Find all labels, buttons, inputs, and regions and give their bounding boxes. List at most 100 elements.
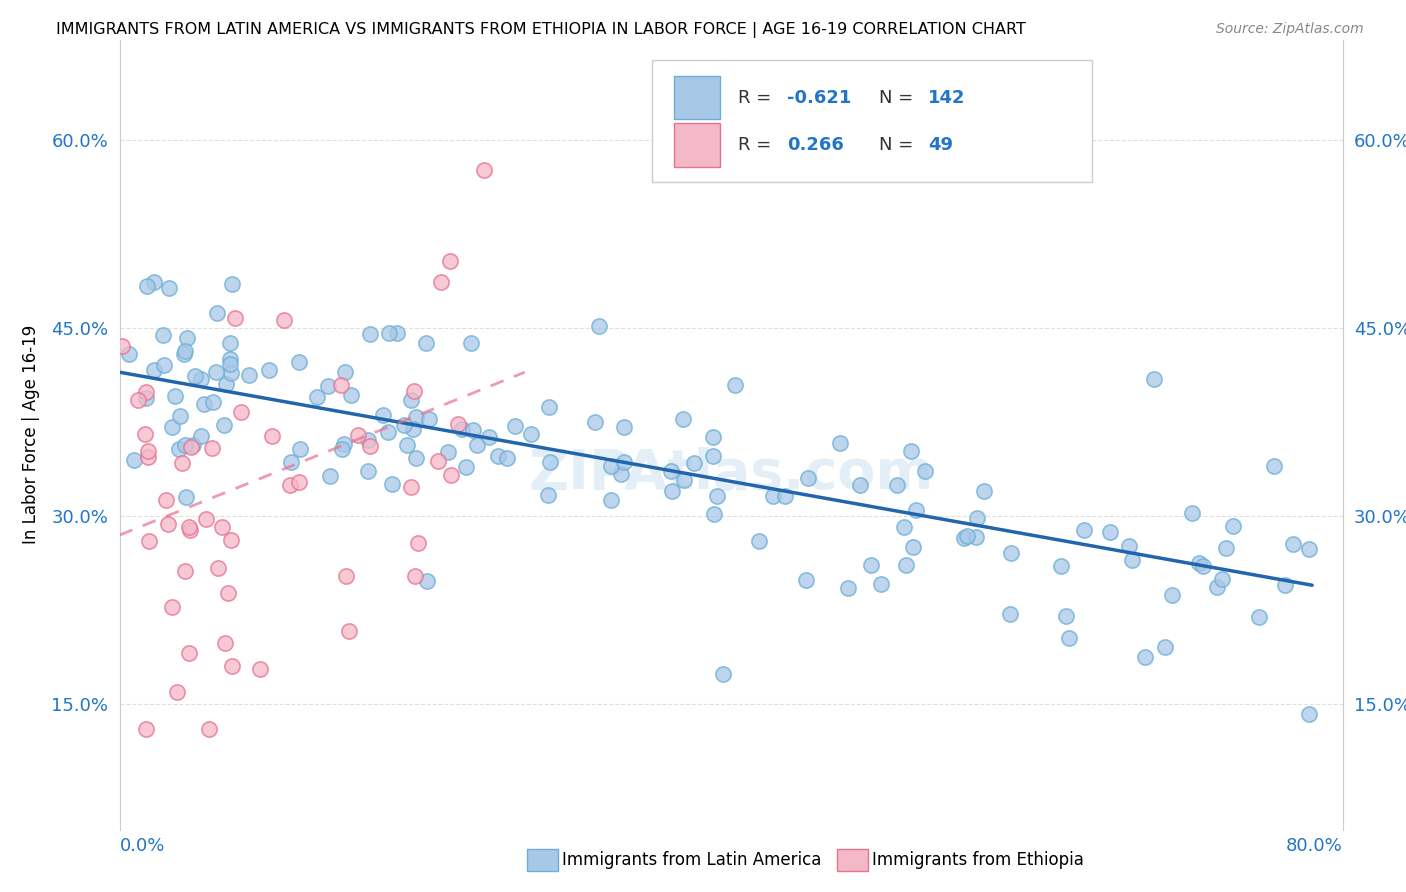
Point — [392, 417, 415, 432]
Point — [706, 489, 728, 503]
Text: 0.266: 0.266 — [787, 136, 844, 154]
Point — [488, 450, 510, 464]
Point — [160, 599, 183, 614]
Text: IMMIGRANTS FROM LATIN AMERICA VS IMMIGRANTS FROM ETHIOPIA IN LABOR FORCE | AGE 1: IMMIGRANTS FROM LATIN AMERICA VS IMMIGRA… — [56, 22, 1026, 38]
Point — [380, 476, 402, 491]
Point — [135, 723, 157, 737]
Point — [953, 531, 976, 545]
Point — [426, 454, 449, 468]
Point — [1298, 542, 1320, 557]
Point — [335, 366, 357, 380]
Point — [973, 483, 995, 498]
Point — [170, 456, 193, 470]
Point — [724, 378, 747, 392]
Point — [797, 471, 820, 485]
Point — [259, 363, 281, 377]
Point — [886, 478, 908, 492]
Point — [828, 436, 851, 450]
Point — [1161, 588, 1184, 602]
Point — [773, 489, 796, 503]
Point — [333, 437, 356, 451]
Point — [1215, 541, 1237, 555]
Point — [402, 422, 425, 436]
Point — [702, 430, 724, 444]
Text: 142: 142 — [928, 89, 966, 107]
Point — [166, 685, 188, 699]
Point — [143, 275, 166, 289]
Point — [1274, 578, 1296, 592]
Text: Immigrants from Ethiopia: Immigrants from Ethiopia — [872, 851, 1084, 869]
Point — [1135, 650, 1157, 665]
Point — [761, 490, 783, 504]
Point — [537, 400, 560, 414]
Point — [966, 511, 988, 525]
Point — [1143, 372, 1166, 386]
Point — [155, 492, 177, 507]
Point — [221, 277, 243, 291]
Point — [1222, 519, 1244, 533]
Point — [194, 512, 217, 526]
Point — [1281, 537, 1303, 551]
Point — [404, 384, 426, 399]
Point — [702, 449, 724, 463]
Point — [173, 343, 195, 358]
Point — [176, 331, 198, 345]
Point — [134, 426, 156, 441]
Point — [347, 428, 370, 442]
Point — [894, 558, 917, 572]
Point — [672, 412, 695, 426]
Point — [900, 444, 922, 458]
Point — [794, 573, 817, 587]
Point — [1192, 559, 1215, 574]
Point — [190, 429, 212, 443]
Point — [190, 372, 212, 386]
Point — [288, 442, 311, 456]
Point — [219, 351, 242, 366]
Point — [219, 358, 242, 372]
Point — [870, 576, 893, 591]
Point — [1187, 556, 1209, 570]
Point — [169, 409, 191, 423]
Text: ZIPAtlas.com: ZIPAtlas.com — [529, 447, 934, 501]
Point — [212, 417, 235, 432]
Point — [998, 607, 1021, 621]
Point — [454, 460, 477, 475]
Point — [138, 533, 160, 548]
Point — [136, 278, 159, 293]
Point — [231, 405, 253, 419]
Point — [1054, 608, 1077, 623]
Point — [122, 452, 145, 467]
Point — [340, 388, 363, 402]
Point — [169, 442, 191, 456]
Point — [110, 339, 132, 353]
Point — [1181, 507, 1204, 521]
Text: N =: N = — [879, 136, 920, 154]
Point — [520, 426, 543, 441]
Point — [359, 327, 381, 342]
Point — [495, 450, 517, 465]
Point — [205, 365, 228, 379]
Point — [415, 336, 437, 351]
Point — [1263, 459, 1285, 474]
Point — [377, 425, 399, 439]
Point — [405, 451, 427, 466]
Point — [319, 468, 342, 483]
Point — [152, 328, 174, 343]
Point — [238, 368, 260, 383]
Point — [160, 420, 183, 434]
Point — [179, 524, 201, 538]
Point — [583, 415, 606, 429]
Text: -0.621: -0.621 — [787, 89, 852, 107]
Point — [661, 484, 683, 499]
Point — [330, 442, 353, 456]
Point — [249, 662, 271, 676]
Point — [1098, 525, 1121, 540]
Point — [849, 478, 872, 492]
Point — [404, 568, 426, 582]
Point — [1153, 640, 1175, 654]
Point — [837, 581, 859, 595]
Point — [901, 540, 924, 554]
Point — [330, 378, 353, 392]
Point — [399, 392, 422, 407]
Point — [1121, 553, 1143, 567]
